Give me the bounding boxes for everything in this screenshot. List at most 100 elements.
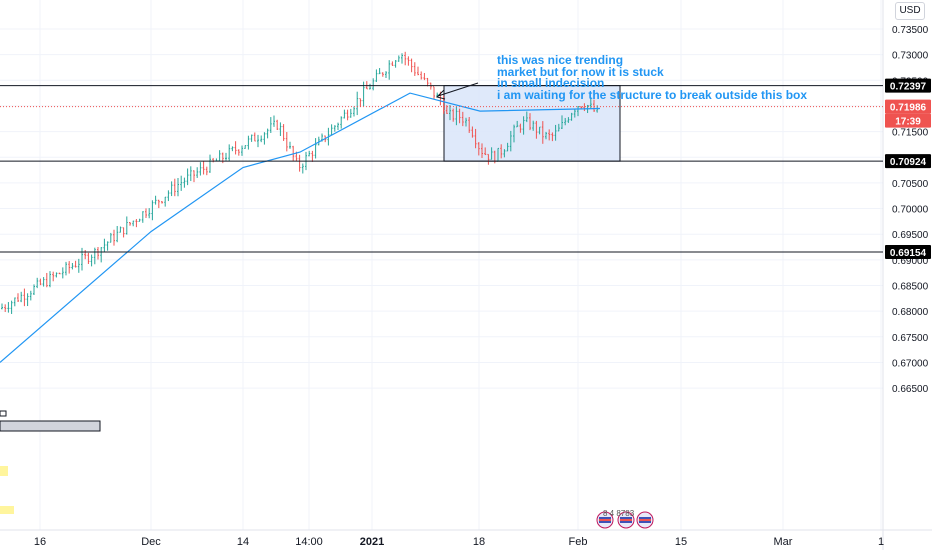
candle [81, 247, 83, 271]
candle [541, 121, 544, 144]
highlight-marker [0, 506, 14, 514]
candle [161, 201, 163, 204]
flag-icon[interactable] [617, 511, 635, 529]
candle [164, 196, 167, 207]
candle [113, 229, 115, 246]
price-tags: 0.72397 0.71986 17:39 0.70924 0.69154 [885, 78, 931, 259]
economic-events-icons[interactable]: 8 4 8783 [593, 509, 655, 529]
flag-icon[interactable] [636, 511, 654, 529]
candle [308, 150, 311, 157]
candle [42, 277, 45, 287]
candle [436, 92, 439, 97]
resistance-price-tag-bg [885, 78, 931, 93]
candle [52, 271, 55, 282]
current-price-tag-bg [885, 99, 931, 114]
candle [138, 218, 141, 222]
candle [279, 122, 282, 136]
arrow-head-icon [436, 89, 446, 100]
candle [276, 119, 279, 131]
candle [36, 277, 39, 289]
candle [477, 142, 480, 156]
candle [122, 227, 125, 238]
candle [420, 71, 423, 80]
candle [141, 211, 144, 223]
highlight-marker [0, 466, 8, 476]
candle [506, 142, 509, 152]
candle [231, 146, 234, 152]
candle [209, 154, 211, 173]
candle [65, 261, 67, 276]
candle [455, 106, 458, 126]
candle [589, 97, 592, 109]
candle [445, 105, 448, 115]
candle [97, 247, 99, 260]
candle [282, 124, 285, 141]
price-tick-label: 0.68000 [892, 307, 929, 318]
candle [394, 60, 397, 68]
moving-average-layer [0, 92, 601, 363]
candle [343, 109, 346, 119]
events-text: 8 4 8783 [603, 509, 635, 518]
time-tick-label: 16 [34, 536, 46, 548]
candle [529, 113, 531, 131]
time-axis[interactable]: 16 Dec 14 14:00 2021 18 Feb 15 Mar 1 [34, 536, 884, 548]
candle [375, 69, 378, 82]
candle [218, 150, 221, 162]
candle [263, 132, 266, 145]
candle [468, 116, 471, 133]
candle [39, 278, 42, 286]
candle [429, 82, 432, 90]
candle [378, 68, 381, 75]
candle [525, 111, 528, 123]
current-price-tag: 0.71986 [890, 103, 927, 114]
candle [151, 200, 154, 221]
candle [269, 117, 272, 134]
candle [573, 109, 576, 118]
candle [106, 241, 109, 251]
candle [55, 272, 58, 278]
candle [516, 120, 519, 128]
candle [535, 120, 538, 139]
candle [87, 252, 90, 265]
candle [241, 145, 243, 156]
candle [109, 232, 112, 243]
candle [567, 117, 570, 123]
small-marker [0, 410, 7, 417]
candle [61, 267, 64, 279]
flag-icon[interactable] [596, 511, 614, 529]
candle [372, 78, 375, 91]
candle [196, 167, 199, 178]
candle [593, 99, 595, 112]
candle [481, 143, 483, 159]
candle [17, 293, 19, 303]
time-tick-label: Feb [569, 536, 588, 548]
candle [100, 247, 103, 263]
candle [314, 138, 317, 159]
candle [301, 163, 304, 174]
left-edge-markers [0, 410, 101, 514]
candle [225, 152, 227, 161]
currency-button[interactable]: USD [895, 2, 925, 20]
annotation-text[interactable]: this was nice trending market but for no… [497, 54, 877, 101]
candle [253, 132, 256, 142]
candle [257, 134, 259, 148]
candle [337, 122, 339, 131]
candle [183, 177, 186, 188]
annotation-line: in small indecision [497, 76, 605, 90]
arrow-layer [436, 82, 479, 100]
price-tick-label: 0.69000 [892, 256, 929, 267]
candle [13, 297, 16, 307]
candle [410, 58, 413, 73]
candle [157, 199, 160, 209]
candle [519, 123, 522, 133]
price-tick-label: 0.70000 [892, 205, 929, 216]
price-tick-label: 0.73500 [892, 25, 929, 36]
candle [471, 126, 474, 138]
candle [26, 293, 29, 307]
candle [273, 115, 275, 127]
arrow-icon [437, 82, 479, 97]
candle [561, 115, 563, 129]
candle [385, 71, 387, 78]
